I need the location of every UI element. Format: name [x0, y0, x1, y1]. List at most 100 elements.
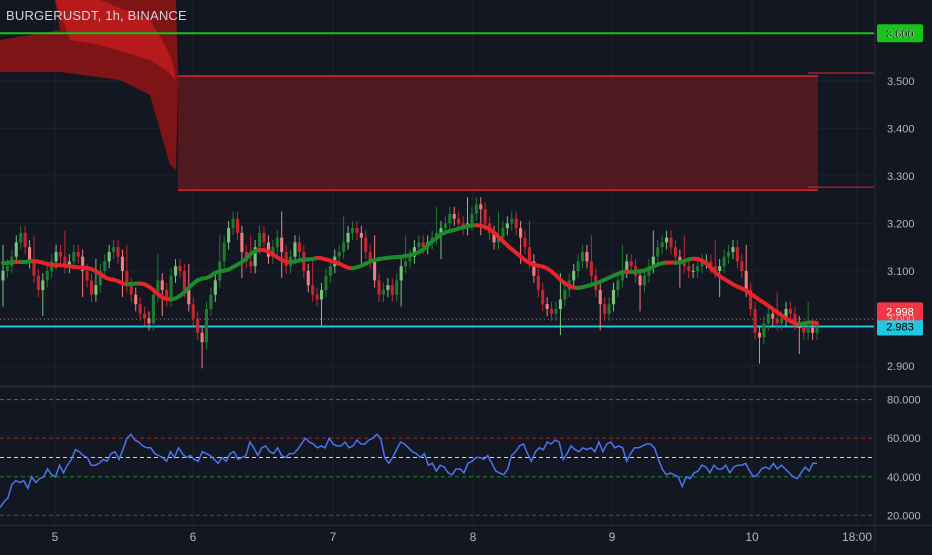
- candle-body: [280, 238, 283, 252]
- rsi-tick-label: 60.000: [887, 433, 921, 445]
- candle-body: [46, 271, 49, 281]
- candle-body: [506, 223, 509, 228]
- candle-body: [457, 219, 460, 224]
- candle-body: [656, 247, 659, 257]
- candle-body: [355, 228, 358, 233]
- price-tick-label: 3.600: [887, 28, 915, 40]
- candle-body: [789, 309, 792, 314]
- candle-body: [139, 304, 142, 314]
- candle-body: [484, 209, 487, 223]
- candle-body: [718, 266, 721, 271]
- candle-body: [408, 257, 411, 262]
- time-tick-label: 8: [470, 530, 477, 544]
- candle-body: [324, 276, 327, 290]
- candle-body: [528, 247, 531, 261]
- candle-body: [276, 238, 279, 248]
- candle-body: [386, 285, 389, 290]
- candle-body: [687, 266, 690, 271]
- candle-body: [174, 266, 177, 276]
- candle-body: [776, 318, 779, 323]
- candle-body: [6, 266, 9, 271]
- candle-body: [475, 204, 478, 214]
- price-tick-label: 2.900: [887, 361, 915, 373]
- candle-body: [90, 280, 93, 294]
- price-tick-label: 3.300: [887, 171, 915, 183]
- time-tick-label: 5: [52, 530, 59, 544]
- candle-body: [373, 261, 376, 280]
- candle-body: [19, 233, 22, 243]
- candle-body: [811, 328, 814, 333]
- candle-body: [196, 318, 199, 332]
- price-tick-label: 3.000: [887, 313, 915, 325]
- candle-body: [77, 252, 80, 257]
- price-tick-label: 3.200: [887, 218, 915, 230]
- candle-body: [767, 314, 770, 324]
- candle-body: [731, 247, 734, 252]
- candle-body: [510, 219, 513, 224]
- candle-body: [674, 247, 677, 257]
- candle-body: [262, 233, 265, 243]
- candle-body: [727, 252, 730, 257]
- candle-body: [581, 252, 584, 262]
- candle-body: [205, 309, 208, 342]
- candle-body: [537, 276, 540, 290]
- candle-body: [546, 304, 549, 309]
- candle-body: [554, 309, 557, 314]
- symbol-title: BURGERUSDT, 1h, BINANCE: [6, 8, 187, 23]
- candle-body: [723, 257, 726, 267]
- candle-body: [665, 238, 668, 243]
- candle-body: [391, 285, 394, 295]
- candle-body: [417, 242, 420, 247]
- candle-body: [223, 242, 226, 261]
- candle-body: [382, 290, 385, 295]
- time-tick-label: 7: [330, 530, 337, 544]
- candle-body: [608, 304, 611, 314]
- candle-body: [249, 261, 252, 266]
- candle-body: [130, 285, 133, 295]
- candle-body: [143, 314, 146, 319]
- candle-body: [55, 252, 58, 262]
- candle-body: [572, 271, 575, 281]
- candle-body: [395, 280, 398, 294]
- candle-body: [307, 271, 310, 285]
- candle-body: [24, 233, 27, 247]
- candle-body: [347, 233, 350, 243]
- candle-body: [32, 261, 35, 275]
- time-tick-label: 6: [190, 530, 197, 544]
- candle-body: [28, 247, 31, 261]
- candle-body: [161, 280, 164, 290]
- candle-body: [41, 280, 44, 290]
- candle-body: [293, 242, 296, 256]
- candle-body: [116, 247, 119, 257]
- candle-body: [550, 309, 553, 314]
- candle-body: [638, 276, 641, 286]
- candle-body: [209, 295, 212, 309]
- candle-body: [298, 242, 301, 252]
- candle-body: [227, 228, 230, 242]
- candle-body: [285, 252, 288, 266]
- candle-body: [599, 290, 602, 304]
- candle-body: [377, 280, 380, 294]
- candle-body: [59, 252, 62, 257]
- candle-body: [178, 266, 181, 271]
- candle-body: [444, 223, 447, 228]
- candle-body: [360, 233, 363, 238]
- candle-body: [453, 214, 456, 219]
- candle-body: [37, 276, 40, 290]
- candle-body: [771, 314, 774, 319]
- candle-body: [201, 333, 204, 343]
- candle-body: [577, 261, 580, 271]
- candle-body: [258, 233, 261, 247]
- candle-body: [470, 214, 473, 224]
- time-tick-label: 9: [609, 530, 616, 544]
- candle-body: [758, 333, 761, 338]
- candle-body: [103, 261, 106, 271]
- candle-body: [72, 252, 75, 262]
- candle-body: [108, 252, 111, 262]
- candle-body: [603, 304, 606, 314]
- candle-body: [754, 309, 757, 333]
- candle-body: [1, 271, 4, 281]
- candle-body: [364, 238, 367, 252]
